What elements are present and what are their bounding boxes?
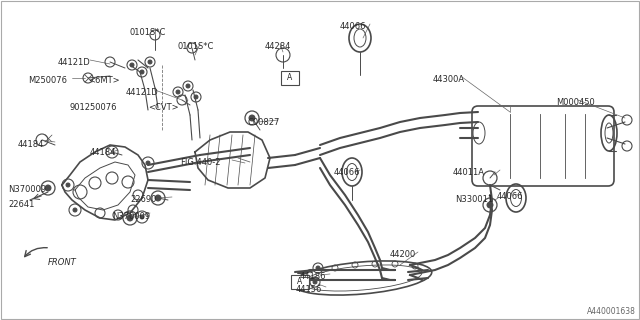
Text: 44284: 44284 (265, 42, 291, 51)
Circle shape (487, 202, 493, 208)
Text: FIG.440-2: FIG.440-2 (180, 158, 221, 167)
Text: N330011: N330011 (455, 195, 493, 204)
Text: 0101S*C: 0101S*C (178, 42, 214, 51)
Circle shape (194, 95, 198, 99)
Bar (291, 275, 309, 289)
Circle shape (130, 63, 134, 67)
Text: A: A (298, 277, 303, 286)
Text: M250076: M250076 (28, 76, 67, 85)
Text: N370009: N370009 (8, 185, 46, 194)
Text: C00827: C00827 (248, 118, 280, 127)
Text: 44066: 44066 (497, 192, 524, 201)
Text: 44300A: 44300A (433, 75, 465, 84)
Text: 44184: 44184 (90, 148, 116, 157)
Text: A: A (287, 74, 292, 83)
Text: 44066: 44066 (340, 22, 367, 31)
Text: 44011A: 44011A (453, 168, 485, 177)
Circle shape (66, 183, 70, 187)
Text: 44066: 44066 (334, 168, 360, 177)
Text: <CVT>: <CVT> (148, 103, 179, 112)
Text: 44186: 44186 (300, 272, 326, 281)
Circle shape (140, 70, 144, 74)
Text: A440001638: A440001638 (587, 307, 636, 316)
Circle shape (316, 266, 320, 270)
Text: M000450: M000450 (556, 98, 595, 107)
Text: N370009: N370009 (112, 212, 150, 221)
Circle shape (155, 195, 161, 201)
Text: FRONT: FRONT (48, 258, 77, 267)
Text: 44156: 44156 (296, 285, 323, 294)
Circle shape (146, 161, 150, 165)
Circle shape (313, 280, 317, 284)
Text: 901250076: 901250076 (70, 103, 118, 112)
Circle shape (45, 185, 51, 191)
Circle shape (249, 115, 255, 121)
Text: 44121D: 44121D (126, 88, 159, 97)
Text: 22641: 22641 (8, 200, 35, 209)
Circle shape (140, 215, 144, 219)
Circle shape (73, 208, 77, 212)
Text: 44200: 44200 (390, 250, 416, 259)
Circle shape (127, 215, 133, 221)
Text: 0101S*C: 0101S*C (130, 28, 166, 37)
Text: <6MT>: <6MT> (88, 76, 120, 85)
Circle shape (186, 84, 190, 88)
Text: 44184: 44184 (18, 140, 44, 149)
Circle shape (176, 90, 180, 94)
Bar (281, 71, 299, 85)
Text: 44121D: 44121D (58, 58, 91, 67)
Text: 22690: 22690 (130, 195, 156, 204)
Circle shape (148, 60, 152, 64)
